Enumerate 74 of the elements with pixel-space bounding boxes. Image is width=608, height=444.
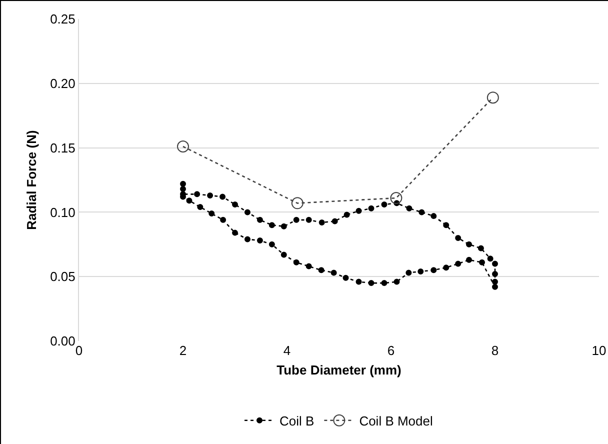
point	[291, 197, 304, 210]
point	[390, 192, 402, 204]
point	[492, 284, 498, 290]
point	[293, 216, 300, 223]
x-tick-label: 2	[179, 343, 187, 358]
x-tick-label: 4	[283, 343, 291, 358]
point	[406, 270, 412, 276]
point	[306, 216, 312, 223]
x-axis-title: Tube Diameter (mm)	[276, 362, 402, 378]
point	[455, 260, 462, 267]
point	[492, 260, 498, 267]
point	[244, 209, 250, 216]
point	[466, 241, 472, 248]
point	[479, 259, 485, 266]
point	[256, 216, 263, 223]
y-tick-label: 0.05	[50, 269, 76, 284]
point	[368, 280, 374, 286]
x-tick-label: 10	[592, 343, 606, 358]
point	[232, 201, 238, 208]
point	[418, 268, 424, 274]
point	[186, 198, 192, 204]
point	[394, 278, 400, 285]
x-tick-label: 8	[491, 343, 499, 358]
point	[244, 236, 250, 242]
point	[197, 204, 204, 210]
point	[356, 208, 362, 214]
point	[418, 209, 425, 216]
point	[180, 180, 186, 187]
point	[356, 278, 362, 285]
point	[381, 201, 388, 208]
point	[280, 252, 287, 258]
y-tick-label: 0.25	[50, 12, 76, 27]
point	[232, 230, 238, 236]
point	[443, 222, 450, 228]
point	[487, 256, 494, 262]
point	[256, 238, 263, 244]
point	[492, 278, 498, 285]
point	[478, 245, 484, 252]
y-tick-label: 0.20	[50, 76, 76, 91]
point	[342, 274, 349, 281]
point	[368, 205, 374, 212]
legend-label: Coil B	[280, 413, 314, 428]
point	[430, 213, 437, 220]
y-tick-label: 0.10	[50, 204, 76, 220]
point	[486, 92, 499, 104]
point	[466, 256, 472, 263]
point	[293, 259, 300, 266]
x-tick-label: 6	[387, 343, 395, 358]
point	[330, 270, 337, 276]
y-tick-label: 0.00	[50, 334, 76, 349]
legend-label: Coil B Model	[359, 413, 433, 428]
point	[306, 263, 312, 270]
point	[220, 194, 226, 200]
point	[318, 220, 325, 226]
point	[220, 216, 226, 223]
point	[208, 210, 215, 216]
point	[332, 218, 338, 224]
point	[207, 192, 214, 198]
point	[280, 223, 287, 230]
point	[268, 241, 275, 248]
point	[381, 280, 388, 286]
point	[344, 212, 350, 218]
y-tick-label: 0.15	[50, 140, 76, 156]
y-axis-title: Radial Force (N)	[24, 130, 40, 230]
point	[492, 271, 498, 278]
point	[443, 264, 450, 271]
point	[406, 205, 412, 212]
point	[430, 267, 437, 274]
point	[194, 191, 200, 198]
point	[268, 222, 275, 228]
x-tick-label: 0	[75, 343, 83, 358]
point	[318, 267, 324, 274]
point	[455, 234, 462, 241]
point	[177, 140, 189, 153]
